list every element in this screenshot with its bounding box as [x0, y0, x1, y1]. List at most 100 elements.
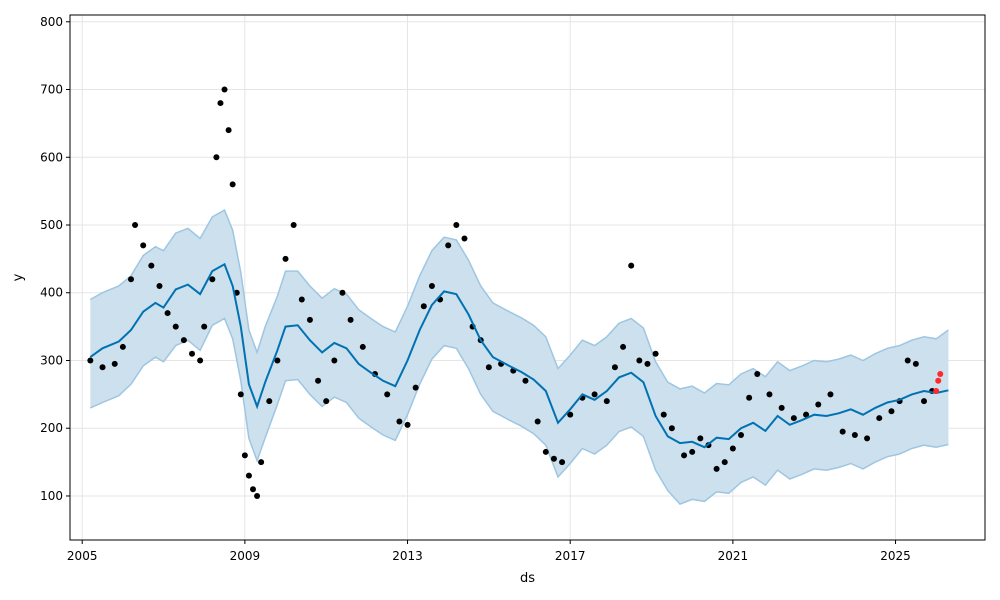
observed-point [99, 364, 106, 371]
observed-point [697, 435, 704, 442]
x-tick-label: 2005 [67, 549, 98, 563]
observed-point [201, 323, 208, 330]
observed-point [331, 357, 338, 364]
observed-point [851, 432, 858, 438]
observed-point [359, 343, 366, 350]
observed-point [689, 448, 696, 455]
observed-point [550, 455, 557, 462]
observed-point [534, 418, 541, 425]
y-tick-label: 800 [40, 15, 63, 29]
observed-point [445, 242, 452, 249]
observed-point [729, 445, 736, 452]
observed-point [172, 323, 179, 330]
observed-point [668, 425, 675, 432]
observed-point [591, 391, 598, 398]
x-tick-label: 2021 [718, 549, 749, 563]
recent-observed-point [937, 371, 944, 378]
observed-point [815, 401, 822, 408]
observed-point [119, 343, 126, 350]
y-tick-label: 300 [40, 353, 63, 367]
x-tick-label: 2009 [230, 549, 261, 563]
uncertainty-interval-upper-edge [89, 209, 949, 394]
recent-observed-point [935, 377, 942, 384]
observed-point [652, 350, 659, 357]
observed-point [827, 391, 834, 398]
observed-point [567, 411, 574, 418]
observed-point [904, 357, 911, 364]
observed-point [681, 452, 688, 459]
observed-point [217, 100, 224, 107]
observed-point [384, 391, 391, 398]
observed-point [864, 435, 871, 442]
observed-point [347, 316, 354, 323]
observed-point [559, 459, 566, 466]
observed-point [713, 465, 720, 472]
observed-point [888, 408, 895, 415]
observed-point [620, 343, 627, 350]
observed-point [644, 360, 651, 367]
y-axis-ticks: 100 200 300 400 500 600 700 800 [40, 15, 70, 503]
observed-point [241, 452, 248, 459]
observed-point [766, 391, 773, 398]
observed-point [522, 377, 529, 384]
observed-point [229, 181, 236, 188]
y-axis-label: y [11, 273, 26, 281]
uncertainty-interval-band [90, 210, 949, 505]
observed-point [839, 428, 846, 435]
observed-point [274, 357, 281, 364]
observed-point [420, 303, 427, 310]
observed-point [298, 296, 305, 303]
observed-point [164, 310, 171, 317]
x-tick-label: 2013 [392, 549, 423, 563]
x-axis-label: ds [520, 571, 535, 586]
observed-point [803, 411, 810, 418]
observed-point [140, 242, 147, 249]
observed-point [636, 357, 643, 364]
observed-point [542, 448, 549, 455]
grid-lines [70, 15, 985, 540]
y-tick-label: 500 [40, 218, 63, 232]
observed-point [87, 357, 94, 364]
observed-point [282, 255, 289, 262]
observed-point [156, 282, 163, 289]
observed-point [339, 289, 346, 296]
plot-area-frame [69, 14, 986, 541]
observed-point [778, 404, 785, 411]
observed-point [738, 432, 744, 438]
y-tick-label: 700 [40, 83, 63, 97]
observed-point [250, 486, 256, 493]
observed-point [412, 384, 419, 391]
observed-point [876, 415, 883, 422]
observed-point [254, 492, 261, 499]
observed-point [189, 350, 195, 357]
observed-point [111, 360, 118, 367]
observed-data-points [87, 86, 936, 499]
observed-point [461, 235, 468, 242]
observed-point [209, 276, 216, 283]
observed-point [404, 421, 411, 428]
uncertainty-interval-lower-edge [89, 317, 949, 505]
observed-point [213, 154, 220, 161]
observed-point [315, 377, 322, 384]
observed-point [197, 357, 204, 364]
observed-point [912, 360, 919, 367]
x-tick-label: 2017 [555, 549, 586, 563]
observed-point [132, 222, 139, 228]
observed-point [790, 415, 797, 422]
observed-point [266, 398, 273, 405]
observed-point [721, 459, 728, 466]
recent-observed-points [933, 371, 944, 394]
recent-observed-point [933, 387, 940, 394]
x-tick-label: 2025 [880, 549, 911, 563]
observed-point [323, 398, 330, 405]
y-tick-label: 400 [40, 286, 63, 300]
observed-point [306, 316, 313, 323]
forecast-line [89, 262, 949, 449]
observed-point [290, 222, 297, 228]
observed-point [396, 418, 403, 425]
observed-point [746, 394, 753, 401]
observed-point [128, 276, 134, 283]
observed-point [237, 391, 244, 398]
y-tick-label: 600 [40, 150, 63, 164]
